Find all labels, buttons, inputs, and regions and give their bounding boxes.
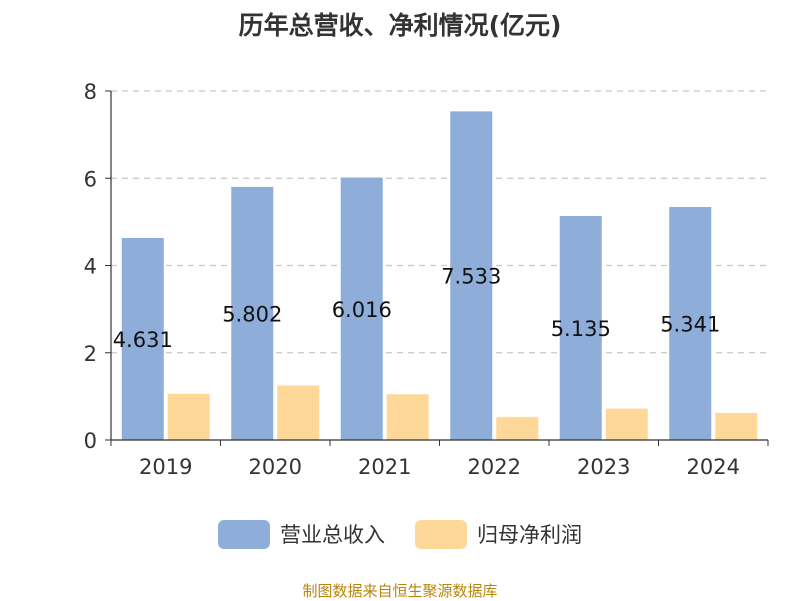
y-tick-label-6: 6	[84, 167, 97, 191]
bar-revenue-2022	[450, 111, 493, 441]
bar-revenue-2019	[121, 237, 164, 440]
bar-revenue-2020	[231, 186, 274, 440]
legend-item-profit[interactable]: 归母净利润	[415, 519, 582, 549]
bar-profit-2024	[715, 412, 758, 440]
bar-profit-2023	[605, 408, 648, 440]
bar-revenue-2021	[340, 177, 383, 440]
y-tick-label-2: 2	[84, 342, 97, 366]
y-tick-label-4: 4	[84, 255, 97, 279]
y-tick-label-0: 0	[84, 429, 97, 453]
data-label-revenue-2022: 7.533	[441, 265, 501, 289]
bar-revenue-2024	[669, 206, 712, 440]
data-label-revenue-2024: 5.341	[660, 312, 720, 336]
bar-profit-2021	[386, 394, 429, 440]
source-note: 制图数据来自恒生聚源数据库	[302, 582, 498, 600]
legend-item-revenue[interactable]: 营业总收入	[218, 519, 385, 549]
data-label-revenue-2023: 5.135	[551, 317, 611, 341]
data-label-revenue-2021: 6.016	[332, 298, 392, 322]
data-label-revenue-2019: 4.631	[113, 328, 173, 352]
x-tick-label-2023: 2023	[577, 455, 630, 479]
legend-label-profit: 归母净利润	[477, 523, 582, 547]
data-label-revenue-2020: 5.802	[222, 302, 282, 326]
bar-profit-2019	[167, 393, 210, 440]
bar-revenue-2023	[559, 215, 602, 440]
legend-swatch-profit	[415, 519, 467, 549]
legend-label-revenue: 营业总收入	[280, 523, 385, 547]
chart-title: 历年总营收、净利情况(亿元)	[238, 11, 562, 40]
x-tick-label-2021: 2021	[358, 455, 411, 479]
legend: 营业总收入 归母净利润	[0, 519, 800, 549]
legend-swatch-revenue	[218, 519, 270, 549]
bars	[121, 111, 758, 441]
x-tick-label-2020: 2020	[249, 455, 302, 479]
x-tick-label-2022: 2022	[468, 455, 521, 479]
data-labels: 4.631 5.802 6.016 7.533 5.135 5.341	[113, 265, 721, 352]
y-tick-label-8: 8	[84, 80, 97, 104]
axes: 0 2 4 6 8 2019 2020 2021 2022 2023 2024	[84, 80, 769, 479]
bar-profit-2020	[277, 385, 320, 440]
x-tick-label-2019: 2019	[139, 455, 192, 479]
bar-profit-2022	[496, 416, 539, 440]
x-tick-label-2024: 2024	[687, 455, 740, 479]
